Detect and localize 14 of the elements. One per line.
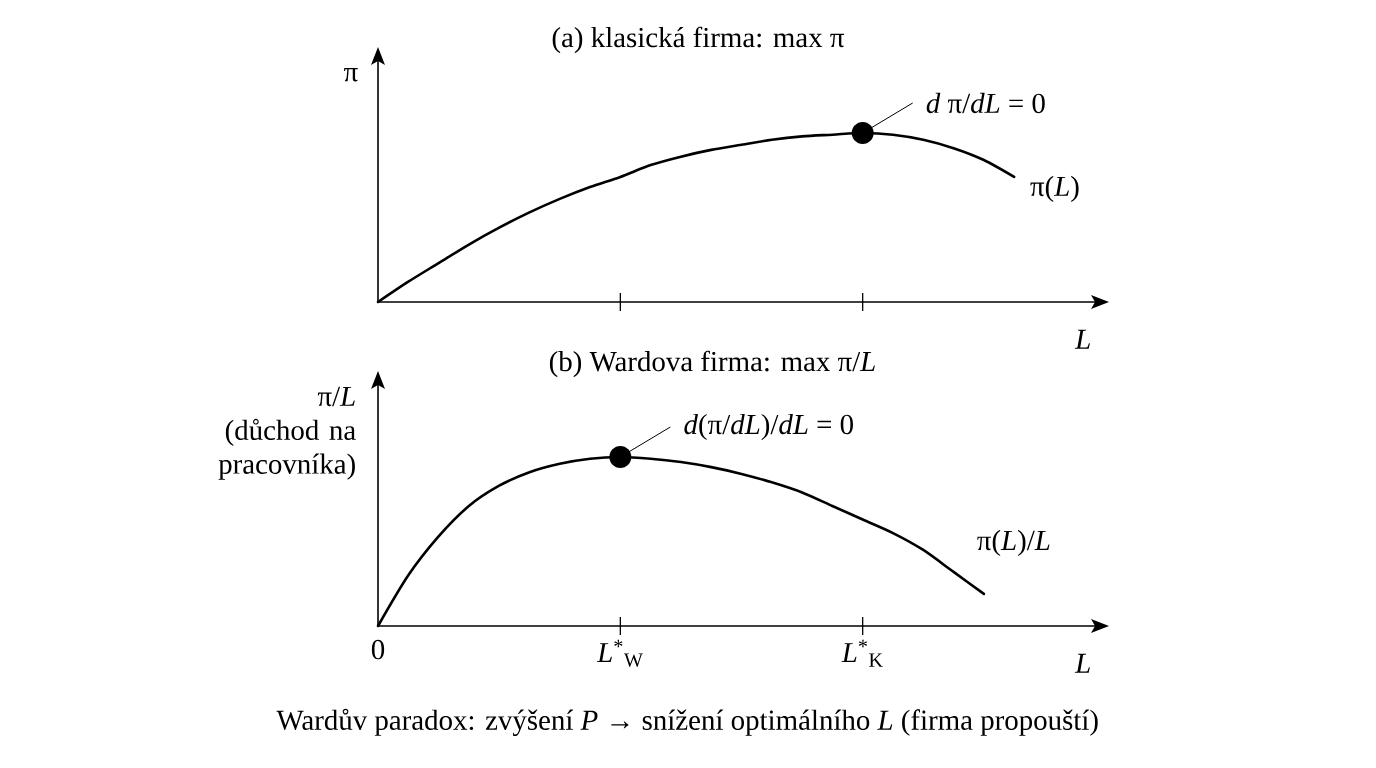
series-label: π(L) — [1030, 175, 1079, 203]
annotation: d π/dL = 0 — [926, 92, 1045, 114]
chart-title: (b) Wardova firma: max π/L — [549, 350, 875, 378]
x-tick-label: 0 — [371, 639, 385, 660]
x-tick-label: L$^{*}$W — [596, 639, 643, 668]
y-axis-title: π — [343, 67, 358, 82]
chart-title: (a) klasická firma: max π — [552, 26, 844, 54]
annotation: d(π/dL)/dL = 0 — [684, 413, 853, 441]
text: Wardův paradox: zvýšení P → snížení optimálního L (firma propouští) — [276, 708, 1098, 736]
y-axis-title: π/L (důchod na pracovníka) — [218, 386, 356, 480]
x-tick-label: L$^{*}$K — [841, 639, 883, 667]
series-label: π(L)/L — [977, 529, 1050, 557]
x-axis-title: L — [1074, 329, 1090, 349]
x-axis-title: L — [1074, 653, 1090, 673]
